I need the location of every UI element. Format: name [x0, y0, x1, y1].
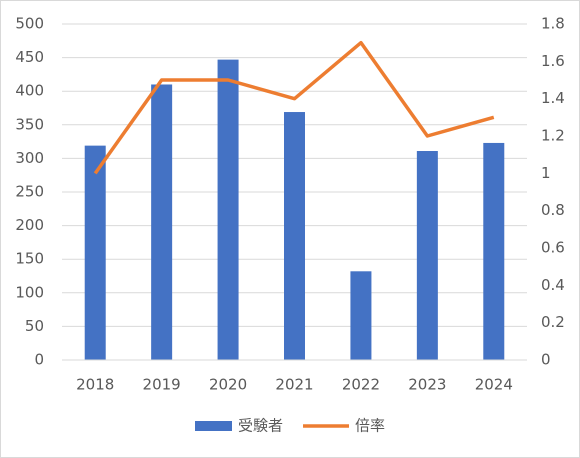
bar — [151, 84, 173, 360]
y-tick-label: 100 — [15, 283, 44, 301]
x-tick-label: 2021 — [275, 376, 313, 394]
y-tick-label: 250 — [15, 183, 44, 201]
bar — [416, 151, 438, 360]
x-tick-label: 2018 — [76, 376, 114, 394]
y-tick-label: 50 — [25, 317, 44, 335]
y-tick-label: 200 — [15, 216, 44, 234]
legend-label: 受験者 — [238, 417, 283, 435]
y-tick-label: 300 — [15, 149, 44, 167]
legend-swatch — [195, 421, 232, 431]
y2-tick-label: 0.4 — [541, 276, 565, 294]
bar — [483, 142, 505, 360]
x-tick-label: 2019 — [143, 376, 181, 394]
line — [93, 40, 495, 175]
y-tick-label: 0 — [34, 351, 44, 369]
y2-tick-label: 0.6 — [541, 239, 565, 257]
x-tick-label: 2023 — [408, 376, 446, 394]
y-tick-label: 500 — [15, 15, 44, 33]
bar — [217, 59, 239, 361]
bar — [84, 145, 106, 360]
y2-tick-label: 1.6 — [541, 52, 565, 70]
bar — [350, 271, 372, 360]
bar — [284, 112, 305, 360]
y-tick-label: 350 — [15, 115, 44, 133]
y-tick-label: 400 — [15, 82, 44, 100]
y2-tick-label: 1.4 — [541, 89, 565, 107]
x-tick-label: 2022 — [342, 376, 380, 394]
x-tick-label: 2020 — [209, 376, 247, 394]
y2-tick-label: 1.2 — [541, 127, 565, 145]
y2-tick-label: 0 — [541, 351, 551, 369]
y-tick-label: 150 — [15, 250, 44, 268]
y2-tick-label: 1.8 — [541, 15, 565, 33]
legend-label: 倍率 — [355, 417, 385, 435]
y2-tick-label: 0.8 — [541, 201, 565, 219]
y2-tick-label: 1 — [541, 164, 551, 182]
x-tick-label: 2024 — [475, 376, 513, 394]
y-tick-label: 450 — [15, 48, 44, 66]
y2-tick-label: 0.2 — [541, 313, 565, 331]
